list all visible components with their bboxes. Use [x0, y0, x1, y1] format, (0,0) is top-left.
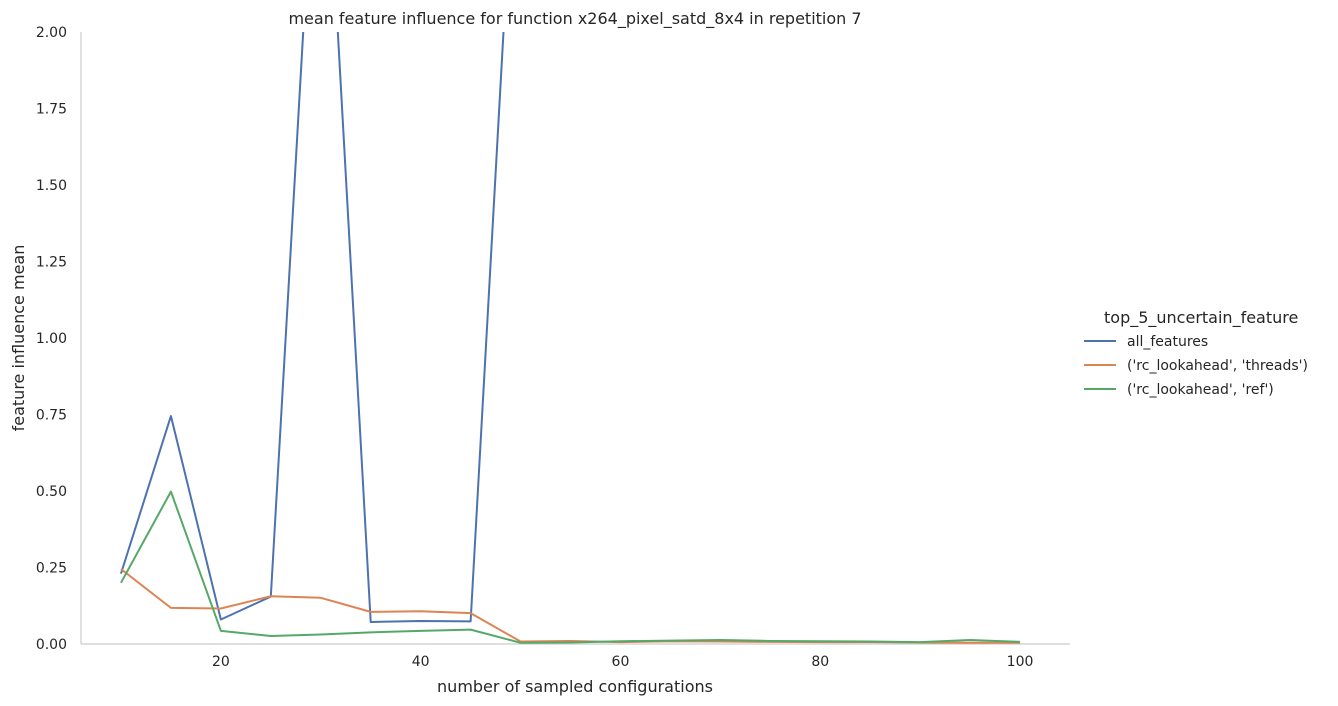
y-tick-label: 2.00 [36, 25, 67, 41]
y-tick-label: 1.75 [36, 102, 67, 118]
series-lines [120, 32, 1021, 644]
legend-title: top_5_uncertain_feature [1104, 308, 1298, 328]
y-tick-label: 0.75 [36, 408, 67, 424]
x-tick-labels: 20 40 60 80 100 [212, 654, 1033, 670]
legend-entry-label: ('rc_lookahead', 'ref') [1127, 382, 1274, 398]
x-tick-label: 80 [811, 654, 829, 670]
legend-entry-label: all_features [1127, 334, 1208, 350]
chart-title: mean feature influence for function x264… [288, 9, 861, 29]
y-tick-label: 1.50 [36, 178, 67, 194]
y-tick-label: 1.00 [36, 331, 67, 347]
x-tick-label: 100 [1007, 654, 1034, 670]
series-line-rc-lookahead-threads [120, 568, 1021, 644]
y-tick-label: 0.00 [36, 637, 67, 653]
legend: top_5_uncertain_feature all_features ('rc… [1084, 308, 1308, 398]
x-tick-label: 60 [612, 654, 630, 670]
y-tick-label: 0.50 [36, 484, 67, 500]
y-axis-label: feature influence mean [9, 245, 28, 432]
y-tick-labels: 0.00 0.25 0.50 0.75 1.00 1.25 1.50 1.75 2.00 [36, 25, 67, 653]
x-axis-label: number of sampled configurations [437, 677, 713, 696]
legend-entry-label: ('rc_lookahead', 'threads') [1127, 358, 1308, 374]
series-line-all-features [120, 32, 505, 623]
x-tick-label: 40 [412, 654, 430, 670]
series-line-rc-lookahead-ref [120, 490, 1021, 644]
x-tick-label: 20 [212, 654, 230, 670]
y-tick-label: 1.25 [36, 255, 67, 271]
y-tick-label: 0.25 [36, 561, 67, 577]
